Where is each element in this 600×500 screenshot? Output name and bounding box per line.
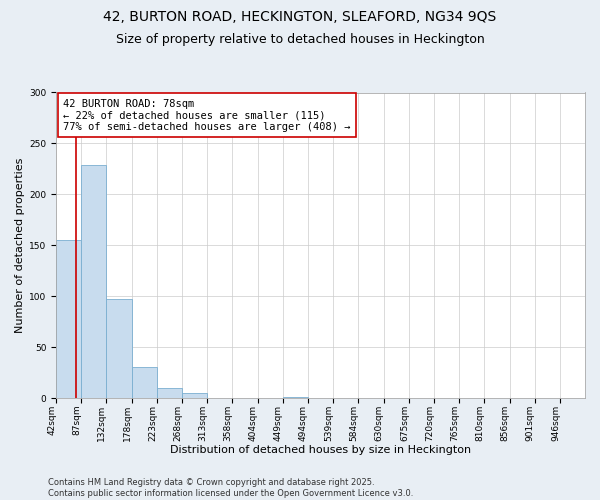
Bar — [157, 388, 182, 398]
Text: 42 BURTON ROAD: 78sqm
← 22% of detached houses are smaller (115)
77% of semi-det: 42 BURTON ROAD: 78sqm ← 22% of detached … — [64, 98, 351, 132]
Bar — [283, 397, 308, 398]
Bar — [132, 366, 157, 398]
Bar — [106, 300, 132, 398]
Text: 42, BURTON ROAD, HECKINGTON, SLEAFORD, NG34 9QS: 42, BURTON ROAD, HECKINGTON, SLEAFORD, N… — [103, 10, 497, 24]
Bar — [56, 240, 81, 398]
Bar — [81, 165, 106, 398]
Text: Size of property relative to detached houses in Heckington: Size of property relative to detached ho… — [116, 32, 484, 46]
Y-axis label: Number of detached properties: Number of detached properties — [15, 158, 25, 333]
Bar — [182, 393, 207, 398]
Text: Contains HM Land Registry data © Crown copyright and database right 2025.
Contai: Contains HM Land Registry data © Crown c… — [48, 478, 413, 498]
X-axis label: Distribution of detached houses by size in Heckington: Distribution of detached houses by size … — [170, 445, 471, 455]
